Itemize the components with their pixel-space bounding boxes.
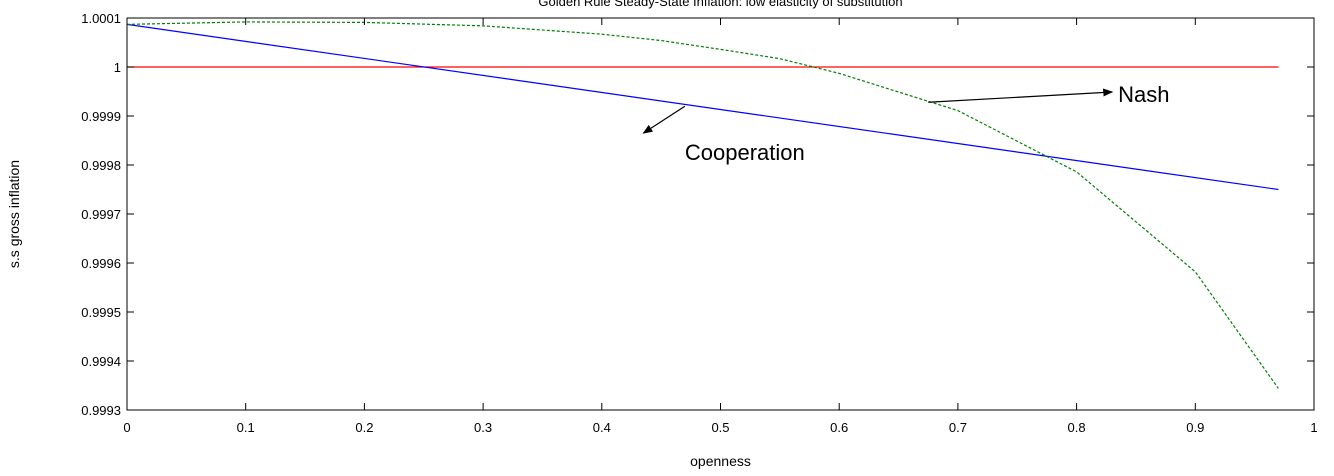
x-tick-label: 0.9 (1186, 420, 1204, 435)
x-tick-label: 1 (1310, 420, 1317, 435)
x-tick-label: 0.3 (474, 420, 492, 435)
series-layer (126, 21, 1279, 389)
x-tick-label: 0.6 (830, 420, 848, 435)
y-tick-label: 0.9995 (81, 305, 121, 320)
chart-title: Golden Rule Steady-State Inflation: low … (538, 0, 902, 9)
x-tick-label: 0.2 (355, 420, 373, 435)
y-tick-label: 0.9997 (81, 207, 121, 222)
plot-frame (126, 17, 1315, 411)
annotation-label-0: Nash (1118, 82, 1169, 107)
y-tick-label: 1.0001 (81, 11, 121, 26)
y-tick-label: 1 (114, 60, 121, 75)
series-line-2 (126, 21, 1279, 389)
ticks-layer: 0 0.1 0.2 0.3 0.4 0.5 0.6 0.7 0.8 0.9 1 0.9993 0.999… (81, 11, 1317, 435)
x-tick-label: 0.1 (237, 420, 255, 435)
x-tick-label: 0.4 (593, 420, 611, 435)
y-tick-label: 0.9996 (81, 256, 121, 271)
y-tick-label: 0.9994 (81, 354, 121, 369)
y-axis-title: s.s gross inflation (6, 160, 22, 268)
annotation-arrow-1 (642, 105, 686, 134)
annotations: Nash Cooperation (642, 82, 1170, 165)
x-tick-label: 0.7 (949, 420, 967, 435)
x-tick-label: 0 (123, 420, 130, 435)
x-tick-label: 0.8 (1068, 420, 1086, 435)
y-tick-label: 0.9999 (81, 109, 121, 124)
y-tick-label: 0.9998 (81, 158, 121, 173)
y-tick-label: 0.9993 (81, 403, 121, 418)
annotation-label-1: Cooperation (685, 140, 805, 165)
x-tick-label: 0.5 (711, 420, 729, 435)
x-axis-title: openness (690, 453, 751, 469)
series-line-1 (126, 23, 1279, 191)
annotation-arrow-0 (928, 88, 1114, 103)
